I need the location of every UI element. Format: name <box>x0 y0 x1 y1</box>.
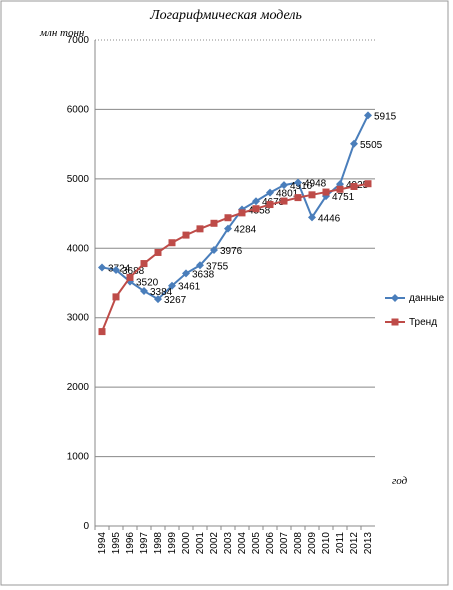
data-point <box>196 225 204 233</box>
data-point <box>210 245 218 254</box>
data-point <box>266 201 274 209</box>
data-point <box>154 248 162 256</box>
data-point <box>280 197 288 205</box>
y-tick-label: 2000 <box>67 382 90 393</box>
data-label: 3267 <box>164 295 187 306</box>
y-tick-label: 1000 <box>67 452 90 463</box>
x-tick-label: 1999 <box>167 532 178 555</box>
data-point <box>140 260 148 268</box>
data-label: 3755 <box>206 261 229 272</box>
y-tick-label: 0 <box>83 521 89 532</box>
data-point <box>336 185 344 193</box>
data-point <box>238 209 246 217</box>
x-tick-label: 2000 <box>181 532 192 555</box>
data-point <box>98 328 106 336</box>
legend-label: Тренд <box>409 317 437 328</box>
y-tick-label: 7000 <box>67 35 90 46</box>
x-tick-label: 2004 <box>237 532 248 555</box>
y-tick-label: 5000 <box>67 174 90 185</box>
y-axis-label: млн тонн <box>39 27 85 39</box>
data-point <box>350 139 358 148</box>
data-point <box>196 261 204 270</box>
data-point <box>182 269 190 278</box>
data-point <box>280 181 288 190</box>
data-point <box>126 273 134 281</box>
data-point <box>322 188 330 196</box>
data-label: 3638 <box>192 269 215 280</box>
data-point <box>210 219 218 227</box>
x-tick-label: 2011 <box>335 532 346 554</box>
data-point <box>252 197 260 206</box>
data-point <box>294 178 302 187</box>
data-point <box>364 180 372 188</box>
data-label: 4446 <box>318 213 341 224</box>
data-point <box>224 214 232 222</box>
x-tick-label: 1998 <box>153 532 164 555</box>
data-label: 4910 <box>290 181 313 192</box>
x-tick-label: 2006 <box>265 532 276 555</box>
data-point <box>182 231 190 239</box>
x-tick-label: 1995 <box>111 532 122 555</box>
x-axis-label: год <box>392 475 408 487</box>
data-label: 3461 <box>178 282 201 293</box>
data-label: 4948 <box>304 178 327 189</box>
data-label: 5915 <box>374 111 397 122</box>
chart-title: Логарифмическая модель <box>149 8 302 23</box>
data-label: 3384 <box>150 287 173 298</box>
data-point <box>112 293 120 301</box>
data-point <box>308 213 316 222</box>
data-point <box>252 205 260 213</box>
x-tick-label: 2010 <box>321 532 332 555</box>
x-tick-label: 2007 <box>279 532 290 555</box>
data-label: 3688 <box>122 266 145 277</box>
data-point <box>224 224 232 233</box>
data-label: 4801 <box>276 189 299 200</box>
data-point <box>266 188 274 197</box>
data-point <box>364 111 372 120</box>
data-label: 3976 <box>220 246 243 257</box>
data-point <box>112 265 120 274</box>
y-tick-label: 4000 <box>67 243 90 254</box>
y-tick-label: 6000 <box>67 104 90 115</box>
x-tick-label: 1997 <box>139 532 150 555</box>
data-point <box>98 263 106 272</box>
legend-marker <box>391 294 399 302</box>
x-tick-label: 2013 <box>363 532 374 555</box>
data-point <box>294 194 302 202</box>
x-tick-label: 2012 <box>349 532 360 555</box>
data-point <box>168 281 176 290</box>
legend-label: данные <box>409 293 445 304</box>
x-tick-label: 1994 <box>97 532 108 555</box>
x-tick-label: 2005 <box>251 532 262 555</box>
data-point <box>140 287 148 296</box>
data-label: 5505 <box>360 140 383 151</box>
x-tick-label: 2003 <box>223 532 234 555</box>
data-label: 3724 <box>108 263 131 274</box>
x-tick-label: 2009 <box>307 532 318 555</box>
x-tick-label: 2008 <box>293 532 304 555</box>
x-tick-label: 2002 <box>209 532 220 555</box>
y-tick-label: 3000 <box>67 313 90 324</box>
data-point <box>308 191 316 199</box>
data-label: 4284 <box>234 225 257 236</box>
data-point <box>350 182 358 190</box>
data-point <box>154 295 162 304</box>
data-label: 3520 <box>136 278 159 289</box>
data-point <box>168 239 176 247</box>
x-tick-label: 2001 <box>195 532 206 555</box>
data-label: 4751 <box>332 192 355 203</box>
x-tick-label: 1996 <box>125 532 136 555</box>
legend-marker <box>391 318 399 326</box>
